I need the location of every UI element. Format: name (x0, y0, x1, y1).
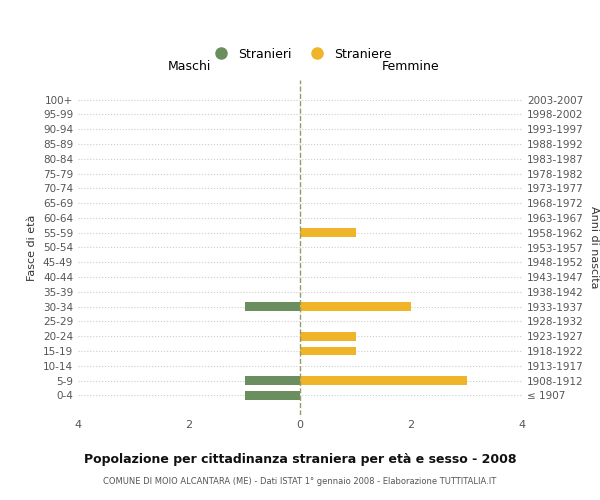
Legend: Stranieri, Straniere: Stranieri, Straniere (203, 42, 397, 66)
Bar (245, 391, 300, 400)
Bar (300, 376, 467, 385)
Bar (300, 302, 411, 311)
Bar (245, 302, 300, 311)
Bar (300, 332, 355, 340)
Text: Popolazione per cittadinanza straniera per età e sesso - 2008: Popolazione per cittadinanza straniera p… (84, 452, 516, 466)
Bar (245, 376, 300, 385)
Bar (300, 228, 355, 237)
Text: Maschi: Maschi (167, 60, 211, 74)
Text: Femmine: Femmine (382, 60, 440, 74)
Y-axis label: Fasce di età: Fasce di età (28, 214, 37, 280)
Bar (300, 346, 355, 356)
Y-axis label: Anni di nascita: Anni di nascita (589, 206, 599, 289)
Text: COMUNE DI MOIO ALCANTARA (ME) - Dati ISTAT 1° gennaio 2008 - Elaborazione TUTTIT: COMUNE DI MOIO ALCANTARA (ME) - Dati IST… (103, 478, 497, 486)
